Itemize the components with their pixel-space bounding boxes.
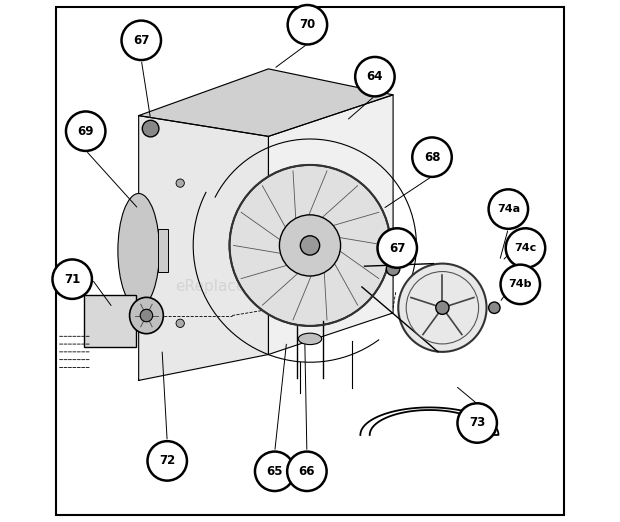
Circle shape xyxy=(280,215,340,276)
Circle shape xyxy=(378,228,417,268)
Text: eReplacementParts.com: eReplacementParts.com xyxy=(175,279,361,294)
Text: 70: 70 xyxy=(299,18,316,31)
Polygon shape xyxy=(268,95,393,354)
Polygon shape xyxy=(139,69,393,136)
Circle shape xyxy=(386,262,400,276)
Circle shape xyxy=(53,259,92,299)
Circle shape xyxy=(398,264,487,352)
Text: 65: 65 xyxy=(267,465,283,478)
Circle shape xyxy=(176,179,184,187)
Circle shape xyxy=(506,228,545,268)
Circle shape xyxy=(355,57,395,97)
Circle shape xyxy=(66,112,105,151)
Circle shape xyxy=(458,404,497,443)
Text: 68: 68 xyxy=(423,151,440,164)
Text: 69: 69 xyxy=(78,125,94,138)
Text: 67: 67 xyxy=(133,34,149,47)
Circle shape xyxy=(489,189,528,229)
Circle shape xyxy=(288,5,327,44)
Circle shape xyxy=(436,301,449,314)
Circle shape xyxy=(500,265,540,304)
Circle shape xyxy=(255,452,294,491)
FancyBboxPatch shape xyxy=(56,7,564,515)
Circle shape xyxy=(143,120,159,137)
Circle shape xyxy=(489,302,500,313)
Text: 73: 73 xyxy=(469,417,485,430)
Ellipse shape xyxy=(298,333,322,345)
Circle shape xyxy=(176,319,184,327)
FancyBboxPatch shape xyxy=(158,229,168,272)
Polygon shape xyxy=(139,115,268,381)
Text: 67: 67 xyxy=(389,242,405,255)
Circle shape xyxy=(122,20,161,60)
Circle shape xyxy=(229,165,391,326)
Circle shape xyxy=(140,310,153,322)
Text: 64: 64 xyxy=(366,70,383,83)
Text: 72: 72 xyxy=(159,454,175,467)
Text: 74a: 74a xyxy=(497,204,520,214)
Circle shape xyxy=(148,441,187,481)
Circle shape xyxy=(412,137,452,177)
Circle shape xyxy=(300,236,320,255)
Text: 66: 66 xyxy=(299,465,315,478)
FancyBboxPatch shape xyxy=(84,295,136,347)
Text: 74b: 74b xyxy=(508,279,532,289)
Circle shape xyxy=(287,452,327,491)
Ellipse shape xyxy=(130,298,163,334)
Text: 71: 71 xyxy=(64,272,81,286)
Ellipse shape xyxy=(118,194,159,308)
Text: 74c: 74c xyxy=(515,243,536,253)
